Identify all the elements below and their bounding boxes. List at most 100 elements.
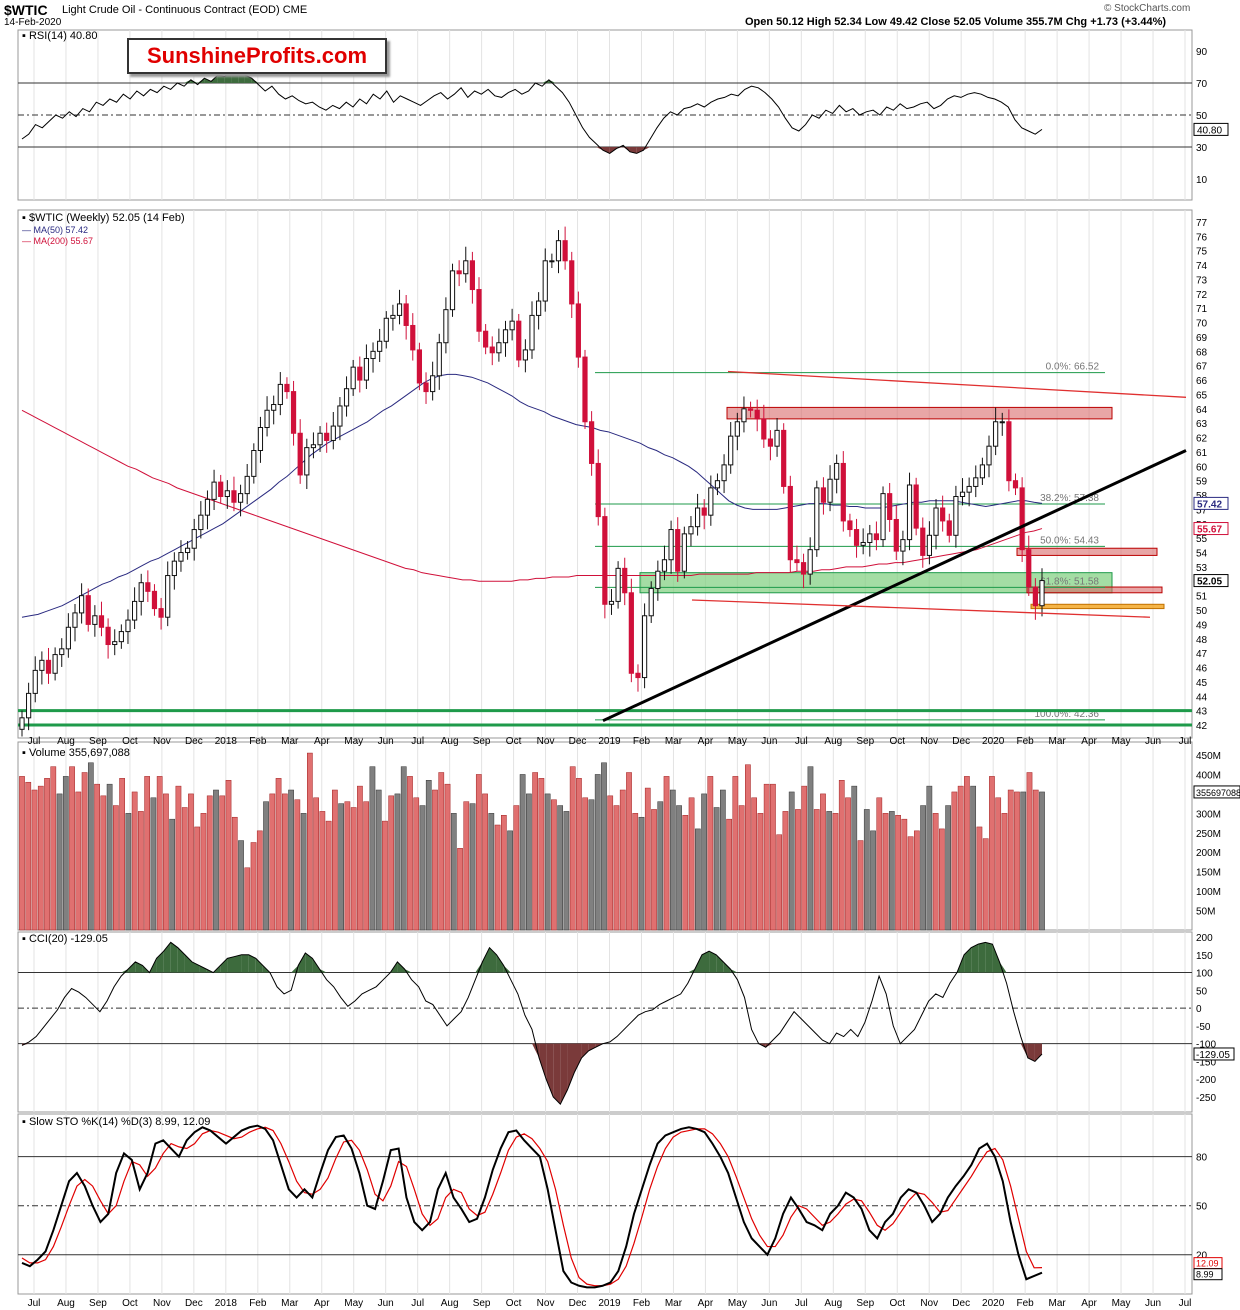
volume-bar (557, 805, 564, 931)
volume-bar (707, 776, 714, 931)
candle (529, 314, 535, 351)
volume-bar (594, 774, 601, 931)
candle (191, 529, 197, 549)
candle (853, 529, 860, 546)
candle (26, 692, 32, 719)
x-tick-label: 2020 (982, 736, 1005, 747)
volume-bar (144, 776, 151, 931)
y-tick-label: 90 (1196, 47, 1208, 58)
volume-bar (344, 801, 351, 931)
volume-bar (213, 789, 219, 931)
volume-bar (407, 776, 413, 931)
rsi-title: ▪ RSI(14) 40.80 (22, 30, 97, 42)
candle (794, 559, 800, 564)
candle (993, 421, 999, 447)
x-tick-label: Jun (1145, 736, 1161, 747)
volume-bar (807, 766, 814, 931)
candle (973, 477, 979, 487)
volume-bar (995, 797, 1002, 931)
ma-legend: — MA(50) 57.42 (22, 225, 88, 235)
x-tick-label: Mar (1048, 736, 1066, 747)
volume-bar (294, 799, 301, 931)
candle (59, 648, 65, 656)
volume-bar (551, 799, 557, 931)
y-tick-label: 59 (1196, 477, 1208, 488)
candle (628, 592, 634, 674)
candle (184, 547, 191, 554)
volume-bar (131, 791, 138, 931)
sto-line-d (21, 1126, 1043, 1287)
volume-bar (325, 820, 332, 931)
x-tick-label: Mar (665, 736, 683, 747)
volume-bar (795, 809, 801, 931)
candle (45, 659, 52, 674)
candle (767, 438, 774, 447)
candle (827, 478, 833, 503)
cci-oversold-fill (560, 1043, 568, 1105)
fib-label: 38.2%: 57.38 (1040, 493, 1099, 504)
volume-bar (770, 783, 776, 931)
candle (741, 408, 747, 423)
candle (112, 641, 118, 646)
volume-bar (726, 818, 732, 931)
x-tick-label: Apr (1081, 736, 1097, 747)
volume-bar (607, 795, 614, 931)
volume-bar (964, 776, 970, 931)
volume-bar (432, 789, 438, 931)
candle (946, 520, 952, 536)
volume-bar (181, 807, 188, 931)
candle (138, 582, 144, 602)
x-tick-label: Feb (633, 1298, 651, 1309)
y-tick-label: 77 (1196, 218, 1208, 229)
x-tick-label: Jun (378, 736, 394, 747)
rsi-overbought-fill (251, 78, 259, 83)
candle (98, 615, 105, 628)
candle (887, 493, 893, 520)
y-tick-label: 66 (1196, 376, 1208, 387)
candle (761, 418, 767, 440)
price-label: 55.67 (1197, 525, 1222, 536)
candle (363, 358, 370, 381)
candle (231, 490, 237, 503)
y-tick-label: 64 (1196, 405, 1208, 416)
cci-overbought-fill (135, 961, 143, 973)
rising-trendline (602, 449, 1187, 723)
candle (701, 507, 707, 516)
candle (569, 260, 575, 305)
x-tick-label: Apr (314, 736, 330, 747)
y-tick-label: 55 (1196, 534, 1208, 545)
volume-bar (588, 799, 595, 931)
volume-bar (37, 785, 44, 931)
volume-bar (544, 793, 551, 931)
cci-oversold-fill (581, 1043, 589, 1058)
x-tick-label: Oct (506, 736, 522, 747)
volume-bar (19, 776, 25, 931)
x-tick-label: Apr (698, 1298, 714, 1309)
volume-bar (394, 793, 401, 931)
x-tick-label: Aug (824, 1298, 842, 1309)
x-tick-label: May (1112, 736, 1131, 747)
cci-overbought-fill (121, 969, 129, 973)
volume-bar (263, 801, 269, 931)
volume-bar (701, 793, 707, 931)
x-tick-label: Jul (795, 1298, 808, 1309)
candle (688, 526, 694, 535)
candle (178, 552, 184, 562)
volume-bar (863, 809, 870, 931)
candle (357, 366, 363, 381)
ma200-line (21, 409, 1043, 582)
x-tick-label: Oct (122, 1298, 138, 1309)
candle (85, 595, 91, 625)
rsi-overbought-fill (542, 79, 549, 83)
candle (840, 462, 846, 522)
cci-overbought-fill (298, 953, 306, 973)
volume-last-box (1193, 785, 1240, 799)
candle (198, 514, 204, 531)
candle (92, 615, 98, 625)
volume-bar (1001, 813, 1008, 931)
volume-bar (31, 789, 38, 931)
cci-oversold-fill (546, 1043, 554, 1097)
volume-bar (970, 785, 977, 931)
volume-bar (951, 791, 958, 931)
volume-bar (576, 778, 582, 931)
